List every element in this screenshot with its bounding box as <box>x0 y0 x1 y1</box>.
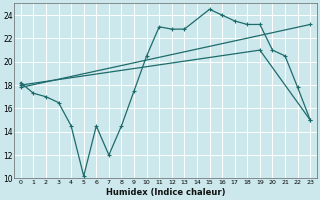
X-axis label: Humidex (Indice chaleur): Humidex (Indice chaleur) <box>106 188 225 197</box>
